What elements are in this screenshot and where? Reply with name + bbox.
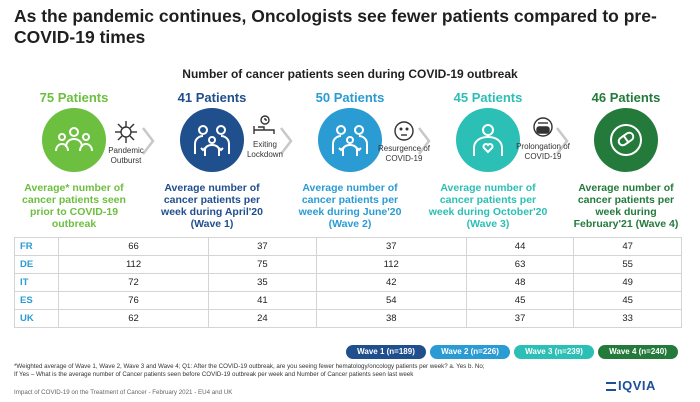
table-row: ES 76 41 54 45 45 — [14, 291, 682, 310]
table-cell: 45 — [465, 291, 575, 310]
person-pill-icon — [610, 124, 642, 156]
chevron-right-icon — [280, 127, 293, 155]
transition-prolongation: Prolongation of COVID-19 — [512, 116, 574, 162]
stage-description: Average* number of cancer patients seen … — [22, 182, 126, 230]
table-cell: 49 — [573, 273, 682, 292]
stage-count: 50 Patients — [315, 90, 385, 105]
virus-icon — [115, 121, 137, 143]
table-cell: 54 — [315, 291, 467, 310]
family-hearts-icon — [194, 125, 230, 156]
stage-pre-covid: 75 Patients Average* number of cancer pa… — [14, 90, 134, 230]
stage-wave-2: 50 Patients Average number of cancer pat… — [290, 90, 410, 230]
transition-label: Resurgence of COVID-19 — [377, 144, 431, 163]
patients-by-country-table: FR 66 37 37 44 47 DE 112 75 112 63 55 IT 72 35 42 48 49 ES… — [14, 237, 682, 328]
transition-exiting-lockdown: Exiting Lockdown — [234, 114, 296, 160]
table-row: IT 72 35 42 48 49 — [14, 273, 682, 292]
chevron-right-icon — [556, 127, 569, 155]
sad-face-icon — [394, 121, 414, 141]
logo-text: IQVIA — [618, 378, 656, 393]
stage-count: 75 Patients — [39, 90, 109, 105]
table-cell: 44 — [465, 237, 575, 256]
logo-mark — [606, 382, 616, 392]
table-cell: 76 — [57, 291, 210, 310]
country-label: DE — [14, 255, 59, 274]
stage-description: Average number of cancer patients per we… — [428, 182, 548, 230]
transition-label: Prolongation of COVID-19 — [516, 142, 570, 161]
table-cell: 37 — [315, 237, 467, 256]
table-cell: 48 — [465, 273, 575, 292]
table-cell: 35 — [208, 273, 317, 292]
transition-label: Exiting Lockdown — [246, 140, 284, 159]
stage-description: Average number of cancer patients per we… — [298, 182, 402, 230]
chevron-right-icon — [142, 127, 155, 155]
table-cell: 112 — [315, 255, 467, 274]
table-row: DE 112 75 112 63 55 — [14, 255, 682, 274]
legend-wave-4: Wave 4 (n=240) — [598, 345, 678, 359]
table-cell: 37 — [465, 309, 575, 328]
table-cell: 37 — [208, 237, 317, 256]
masked-face-icon — [533, 117, 553, 137]
footnote-2: If Yes – What is the average number of C… — [14, 371, 414, 378]
stage-circle — [456, 108, 520, 172]
table-cell: 47 — [573, 237, 682, 256]
table-cell: 112 — [57, 255, 210, 274]
transition-label: Pandemic Outburst — [108, 146, 144, 165]
stage-circle — [180, 108, 244, 172]
legend-wave-1: Wave 1 (n=189) — [346, 345, 426, 359]
chevron-right-icon — [418, 127, 431, 155]
country-label: IT — [14, 273, 59, 292]
legend-wave-2: Wave 2 (n=226) — [430, 345, 510, 359]
group-icon — [55, 127, 93, 152]
table-cell: 66 — [57, 237, 210, 256]
stage-wave-3: 45 Patients Average number of cancer pat… — [428, 90, 548, 230]
stage-circle — [318, 108, 382, 172]
iqvia-logo: IQVIA — [606, 378, 656, 393]
source-note: Impact of COVID-19 on the Treatment of C… — [14, 389, 233, 396]
table-cell: 72 — [57, 273, 210, 292]
chart-subtitle: Number of cancer patients seen during CO… — [182, 67, 518, 81]
footnote-1: *Weighted average of Wave 1, Wave 2, Wav… — [14, 363, 485, 370]
country-label: FR — [14, 237, 59, 256]
table-cell: 62 — [57, 309, 210, 328]
table-row: FR 66 37 37 44 47 — [14, 237, 682, 256]
stage-description: Average number of cancer patients per we… — [161, 182, 263, 230]
table-cell: 75 — [208, 255, 317, 274]
stage-wave-4: 46 Patients Average number of cancer pat… — [566, 90, 686, 230]
table-cell: 33 — [573, 309, 682, 328]
family-hearts-icon — [332, 125, 368, 156]
table-cell: 38 — [315, 309, 467, 328]
stage-circle — [594, 108, 658, 172]
country-label: UK — [14, 309, 59, 328]
stage-count: 41 Patients — [177, 90, 247, 105]
stage-description: Average number of cancer patients per we… — [573, 182, 679, 230]
transition-resurgence: Resurgence of COVID-19 — [373, 120, 435, 164]
hospital-bed-icon — [253, 115, 275, 134]
table-cell: 41 — [208, 291, 317, 310]
page-title: As the pandemic continues, Oncologists s… — [14, 6, 657, 47]
table-cell: 55 — [573, 255, 682, 274]
transition-pandemic-outburst: Pandemic Outburst — [95, 120, 157, 166]
table-row: UK 62 24 38 37 33 — [14, 309, 682, 328]
person-heart-icon — [473, 124, 503, 156]
stage-circle — [42, 108, 106, 172]
stage-count: 45 Patients — [453, 90, 523, 105]
country-label: ES — [14, 291, 59, 310]
stage-wave-1: 41 Patients Average number of cancer pat… — [152, 90, 272, 230]
stage-count: 46 Patients — [591, 90, 661, 105]
table-cell: 63 — [465, 255, 575, 274]
table-cell: 24 — [208, 309, 317, 328]
table-cell: 42 — [315, 273, 467, 292]
table-cell: 45 — [573, 291, 682, 310]
legend-wave-3: Wave 3 (n=239) — [514, 345, 594, 359]
